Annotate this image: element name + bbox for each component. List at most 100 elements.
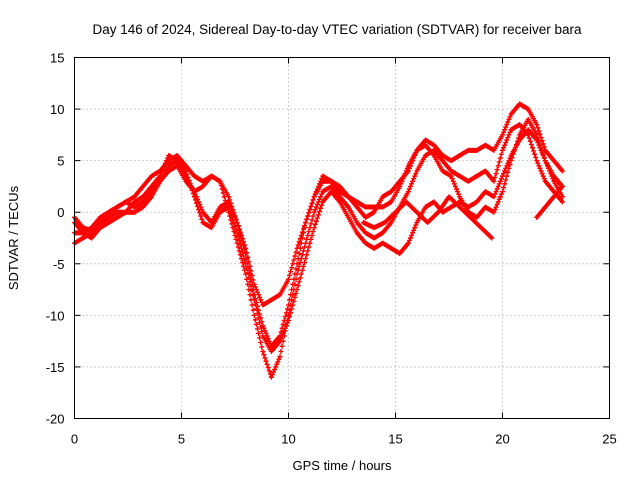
series-satellite-pass-5 <box>360 194 495 241</box>
data-point <box>502 181 508 187</box>
data-point <box>559 168 565 174</box>
data-point <box>501 129 507 135</box>
data-point <box>253 306 259 312</box>
data-point <box>199 216 205 222</box>
data-point <box>308 221 314 227</box>
data-point <box>544 163 550 169</box>
data-point <box>410 230 416 236</box>
data-point <box>494 201 500 207</box>
data-point <box>309 232 315 238</box>
data-point <box>291 257 297 263</box>
data-point <box>262 355 268 361</box>
data-point <box>548 171 554 177</box>
data-point <box>405 240 411 246</box>
data-point <box>494 186 500 192</box>
data-point <box>302 223 308 229</box>
data-point <box>238 245 244 251</box>
data-point <box>448 173 454 179</box>
data-point <box>289 306 295 312</box>
data-point <box>229 207 235 213</box>
data-point <box>300 263 306 269</box>
data-point <box>294 245 300 251</box>
data-point <box>493 171 499 177</box>
data-point <box>311 209 317 215</box>
data-point <box>280 321 286 327</box>
data-point <box>290 261 296 267</box>
data-point <box>535 160 541 166</box>
data-point <box>492 207 498 213</box>
data-point <box>253 321 259 327</box>
data-point <box>536 138 542 144</box>
data-point <box>313 189 319 195</box>
data-point <box>514 138 520 144</box>
data-point <box>403 168 409 174</box>
data-point <box>413 222 419 228</box>
data-point <box>253 287 259 293</box>
data-point <box>498 191 504 197</box>
data-point <box>559 183 565 189</box>
data-point <box>237 241 243 247</box>
data-point <box>286 318 291 324</box>
data-point <box>258 297 264 303</box>
data-point <box>500 189 505 195</box>
data-point <box>314 186 320 192</box>
data-point <box>269 372 275 378</box>
data-point <box>502 168 508 174</box>
data-point <box>516 135 522 141</box>
data-point <box>506 116 512 122</box>
data-point <box>256 292 262 298</box>
data-point <box>198 204 204 210</box>
data-point <box>230 209 236 215</box>
series-satellite-pass-4 <box>72 116 565 308</box>
data-point <box>495 163 501 169</box>
data-point <box>191 189 197 195</box>
data-point <box>303 240 309 246</box>
data-point <box>242 242 248 248</box>
data-point <box>265 336 271 342</box>
data-point <box>293 249 299 255</box>
data-point <box>305 232 311 238</box>
data-point <box>250 307 256 313</box>
data-point <box>259 344 265 350</box>
data-point <box>226 199 232 205</box>
data-point <box>295 267 301 273</box>
data-point <box>263 358 269 364</box>
data-point <box>314 201 320 207</box>
data-point <box>198 213 204 219</box>
data-markers <box>72 101 565 380</box>
data-point <box>284 320 290 326</box>
data-point <box>221 194 227 200</box>
data-point <box>281 328 287 334</box>
data-point <box>492 174 498 180</box>
data-point <box>246 274 252 280</box>
data-point <box>505 119 511 125</box>
data-point <box>277 338 283 344</box>
data-point <box>511 148 517 154</box>
data-point <box>451 181 457 187</box>
data-point <box>559 194 565 200</box>
data-point <box>275 359 281 365</box>
data-point <box>528 142 534 148</box>
data-point <box>283 323 289 329</box>
data-point <box>541 176 547 182</box>
data-point <box>288 310 294 316</box>
x-tick-label: 15 <box>388 432 402 447</box>
data-point <box>503 124 509 130</box>
data-point <box>235 234 241 240</box>
data-point <box>295 283 301 289</box>
data-point <box>500 173 505 179</box>
data-point <box>501 171 507 177</box>
data-point <box>505 134 511 140</box>
data-point <box>296 239 302 245</box>
data-point <box>238 232 244 238</box>
data-point <box>406 186 412 192</box>
data-point <box>252 317 258 323</box>
data-point <box>235 223 241 229</box>
data-point <box>500 132 505 138</box>
data-point <box>533 154 539 160</box>
axis-ticks: 0 5 10 15 20 25 -20 -15 -10 -5 0 5 10 15 <box>46 51 617 447</box>
data-point <box>244 250 250 256</box>
data-point <box>512 145 518 151</box>
data-point <box>401 173 407 179</box>
data-point <box>252 284 258 290</box>
